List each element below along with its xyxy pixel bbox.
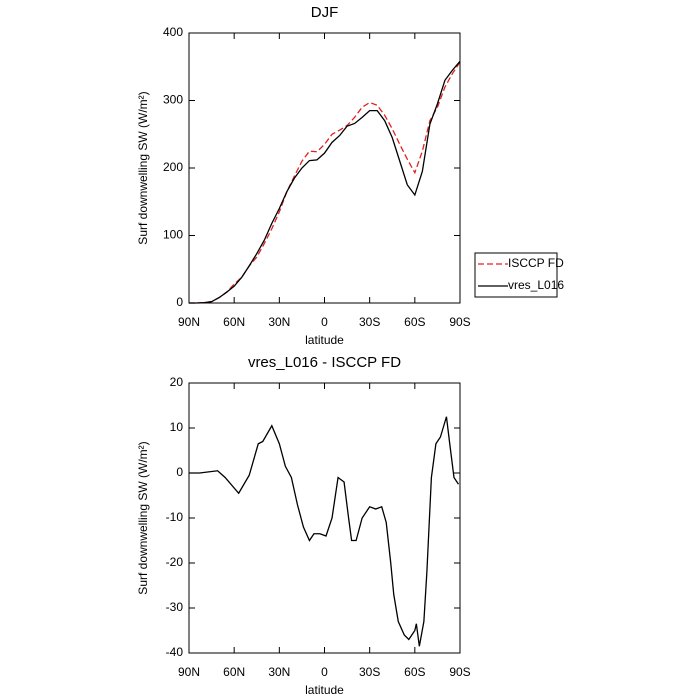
y-tick-label: 10 — [170, 420, 184, 434]
y-tick-label: 100 — [163, 228, 183, 242]
chart-title: DJF — [311, 4, 339, 21]
x-tick-label: 90N — [178, 665, 200, 679]
y-tick-label: 300 — [163, 93, 183, 107]
y-tick-label: 400 — [163, 25, 183, 39]
y-tick-label: -30 — [166, 600, 184, 614]
y-tick-label: 200 — [163, 160, 183, 174]
data-line — [189, 60, 461, 304]
y-tick-label: -40 — [166, 645, 184, 659]
x-tick-label: 30S — [359, 315, 380, 329]
data-line — [189, 416, 460, 647]
legend-label: ISCCP FD — [508, 256, 564, 270]
x-tick-label: 60N — [223, 315, 245, 329]
x-tick-label: 60S — [404, 315, 425, 329]
legend-box — [474, 252, 558, 298]
legend-label: vres_L016 — [508, 278, 564, 292]
y-tick-label: 0 — [176, 295, 183, 309]
x-tick-label: 30N — [268, 315, 290, 329]
x-tick-label: 60N — [223, 665, 245, 679]
x-tick-label: 90S — [449, 315, 470, 329]
x-tick-label: 60S — [404, 665, 425, 679]
x-tick-label: 0 — [321, 315, 328, 329]
x-tick-label: 30N — [268, 665, 290, 679]
y-tick-label: 20 — [170, 375, 184, 389]
y-axis-label: Surf downwelling SW (W/m²) — [136, 441, 150, 594]
y-tick-label: 0 — [176, 465, 183, 479]
x-tick-label: 90N — [178, 315, 200, 329]
x-axis-label: latitude — [305, 333, 344, 347]
plot-frame — [188, 382, 461, 654]
x-tick-label: 30S — [359, 665, 380, 679]
y-tick-label: -20 — [166, 555, 184, 569]
x-axis-label: latitude — [305, 683, 344, 697]
y-axis-label: Surf downwelling SW (W/m²) — [136, 91, 150, 244]
y-tick-label: -10 — [166, 510, 184, 524]
chart-title: vres_L016 - ISCCP FD — [248, 354, 401, 371]
x-tick-label: 90S — [449, 665, 470, 679]
x-tick-label: 0 — [321, 665, 328, 679]
data-line — [189, 61, 461, 304]
plot-frame — [188, 32, 461, 304]
